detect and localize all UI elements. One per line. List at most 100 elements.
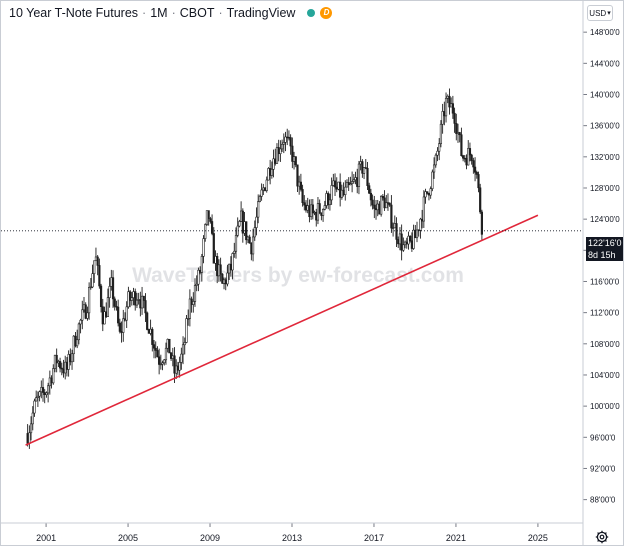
candle-body	[366, 167, 369, 186]
candle-body	[250, 242, 253, 255]
candle-body	[209, 218, 212, 222]
candle-body	[298, 181, 301, 187]
gear-icon[interactable]	[595, 530, 609, 544]
candle-body	[296, 164, 299, 187]
candle-body	[74, 335, 77, 347]
candle-body	[289, 137, 292, 147]
candle-body	[229, 263, 232, 271]
candle-body	[152, 344, 156, 349]
candle-body	[105, 311, 108, 317]
candle-body	[439, 123, 443, 144]
candle-body	[253, 227, 256, 238]
candle-body	[169, 352, 173, 359]
candle-body	[378, 203, 381, 215]
exchange: CBOT	[179, 6, 215, 20]
candle-body	[108, 286, 111, 298]
candle-body	[45, 392, 48, 395]
candle-body	[388, 202, 391, 206]
candle-body	[62, 368, 65, 374]
candle-body	[263, 187, 267, 191]
delayed-badge[interactable]: D	[320, 7, 333, 19]
candle-body	[272, 158, 275, 170]
candle-body	[369, 192, 372, 201]
candle-body	[443, 111, 446, 117]
candle-body	[231, 253, 234, 271]
candle-body	[344, 186, 347, 195]
candle-body	[29, 423, 33, 434]
candle-body	[398, 233, 402, 245]
candle-body	[234, 235, 238, 252]
y-tick-label: 96'00'0	[590, 433, 616, 442]
candle-body	[142, 295, 145, 301]
timeframe[interactable]: 1M	[150, 6, 168, 20]
candle-body	[340, 189, 343, 198]
candle-body	[352, 179, 355, 182]
candle-body	[371, 199, 374, 206]
candle-body	[175, 365, 178, 374]
candle-body	[210, 221, 214, 234]
candle-body	[57, 361, 60, 364]
candle-body	[316, 203, 320, 221]
candle-body	[376, 203, 379, 211]
candle-body	[221, 273, 224, 284]
candle-body	[279, 148, 282, 155]
separator: ·	[142, 6, 147, 20]
symbol-title[interactable]: 10 Year T-Note Futures	[9, 6, 139, 20]
x-axis[interactable]: 2001 2005 2009 2013 2017 2021 2025	[36, 523, 548, 543]
candle-body	[146, 312, 149, 330]
candle-body	[135, 299, 139, 306]
candle-body	[224, 279, 227, 285]
candle-body	[120, 331, 123, 333]
chart-header: 10 Year T-Note Futures · 1M · CBOT · Tra…	[9, 5, 333, 21]
candle-body	[402, 244, 405, 251]
candle-body	[144, 300, 147, 314]
candle-body	[132, 291, 135, 298]
bar-countdown: 8d 15h	[588, 250, 616, 260]
candle-body	[67, 354, 70, 370]
candle-body	[158, 356, 161, 365]
candle-body	[202, 238, 205, 257]
candle-body	[282, 142, 285, 145]
candle-body	[390, 204, 393, 229]
candle-body	[373, 204, 376, 209]
candle-body	[419, 218, 422, 231]
trendline[interactable]	[25, 214, 539, 446]
candle-body	[82, 304, 86, 311]
candle-body	[222, 279, 226, 284]
candle-body	[332, 180, 335, 186]
candle-body	[431, 171, 434, 189]
candle-body	[405, 241, 408, 245]
x-tick-label: 2005	[118, 533, 138, 543]
candle-body	[140, 295, 144, 309]
candle-body	[260, 189, 263, 197]
candle-body	[125, 306, 128, 321]
candle-body	[161, 362, 164, 365]
y-axis[interactable]: 88'00'0 92'00'0 96'00'0 100'00'0 104'00'0 108…	[583, 28, 620, 505]
candle-body	[400, 233, 403, 251]
y-tick-label: 92'00'0	[590, 464, 616, 473]
currency-button[interactable]: USD ▾	[587, 5, 613, 21]
candle-body	[262, 187, 265, 191]
candle-body	[381, 195, 384, 199]
y-tick-label: 112'00'0	[590, 309, 620, 318]
candle-body	[115, 306, 118, 308]
candle-body	[113, 298, 116, 307]
candle-body	[195, 283, 198, 286]
y-tick-label: 100'00'0	[590, 402, 620, 411]
candle-body	[50, 377, 53, 384]
y-tick-label: 144'00'0	[590, 59, 620, 68]
candle-body	[342, 189, 345, 195]
candle-body	[311, 204, 314, 214]
candle-body	[41, 387, 45, 393]
candle-body	[110, 277, 113, 287]
watermark: WaveTraders by ew-forecast.com	[132, 264, 464, 287]
candle-body	[151, 328, 154, 345]
candle-body	[294, 156, 297, 166]
candle-body	[349, 183, 352, 186]
candle-body	[453, 112, 456, 124]
candle-body	[421, 218, 424, 222]
candle-body	[28, 432, 31, 444]
candle-body	[26, 433, 29, 444]
